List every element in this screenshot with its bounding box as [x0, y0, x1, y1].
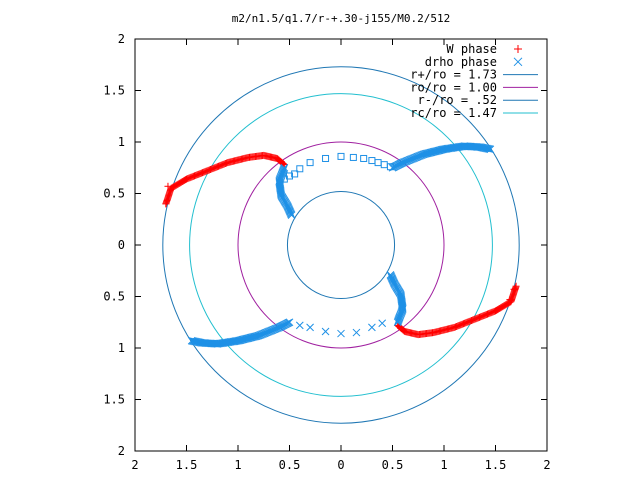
- x-tick-label-2: 1: [234, 458, 241, 472]
- circle-3: [189, 93, 493, 397]
- series-0-point-0: [162, 200, 170, 208]
- reference-circles: [162, 66, 520, 424]
- series-1-point-1: [321, 327, 330, 336]
- series-1-square-6: [337, 152, 345, 160]
- y-tick-label-7: 1.5: [103, 84, 125, 98]
- x-tick-label-1: 1.5: [176, 458, 198, 472]
- y-tick-label-4: 0: [118, 238, 125, 252]
- legend-swatch-1: [513, 57, 523, 67]
- legend-label-1: drho phase: [425, 55, 497, 69]
- legend-label-2: r+/ro = 1.73: [410, 68, 497, 82]
- series-1-square-11: [380, 161, 388, 169]
- y-tick-label-0: 2: [118, 444, 125, 458]
- y-tick-label-5: 0.5: [103, 187, 125, 201]
- x-tick-label-7: 1.5: [485, 458, 507, 472]
- series-1-square-2: [291, 170, 299, 178]
- series-1-point-4: [368, 323, 376, 332]
- x-tick-label-3: 0.5: [279, 458, 301, 472]
- y-tick-label-2: 1: [118, 341, 125, 355]
- legend-label-4: r-/ro = .52: [418, 93, 497, 107]
- x-tick-label-6: 1: [440, 458, 447, 472]
- series-1-point-0: [306, 323, 314, 332]
- series-1-square-4: [306, 159, 314, 167]
- series-0-point-2: [510, 285, 518, 293]
- series-1-arm-3-point-83: [190, 337, 198, 346]
- series-1-square-7: [349, 153, 357, 161]
- series-1-square-10: [374, 159, 382, 167]
- x-tick-label-8: 2: [543, 458, 550, 472]
- y-tick-label-1: 1.5: [103, 393, 125, 407]
- series-1-square-8: [360, 154, 368, 162]
- series-1-square-5: [322, 154, 330, 162]
- series-1-arm-2-point-83: [484, 144, 492, 153]
- y-tick-label-6: 1: [118, 135, 125, 149]
- circle-2: [286, 190, 396, 300]
- series-1-point-2: [337, 329, 345, 338]
- circle-0: [162, 66, 520, 424]
- x-tick-label-4: 0: [337, 458, 344, 472]
- series-0-arm-1-point-116: [394, 321, 402, 329]
- series-1-arm-3-point-85: [187, 336, 196, 345]
- series-1-point-6: [295, 321, 304, 330]
- series-1-square-3: [296, 165, 304, 173]
- x-tick-label-0: 2: [131, 458, 138, 472]
- series-1-arm-1-point-43: [386, 271, 395, 279]
- series-0-arm-0-point-116: [280, 161, 288, 169]
- legend-swatch-0: [514, 45, 522, 53]
- plot-frame: [134, 38, 548, 452]
- data-markers: [162, 142, 520, 348]
- series-1-arm-2-point-84: [485, 145, 494, 153]
- series-1-point-5: [378, 319, 387, 328]
- series-1-arm-2-point-85: [486, 145, 495, 154]
- x-tick-label-5: 0.5: [382, 458, 404, 472]
- series-0-point-3: [506, 296, 514, 304]
- series-1-arm-3-point-84: [188, 337, 197, 345]
- series-1-square-9: [368, 157, 376, 165]
- legend-label-3: ro/ro = 1.00: [410, 80, 497, 94]
- series-1-square-12: [386, 163, 394, 171]
- legend-label-5: rc/ro = 1.47: [410, 106, 497, 120]
- series-0-point-1: [164, 182, 172, 190]
- chart-title: m2/n1.5/q1.7/r-+.30-j155/M0.2/512: [232, 12, 451, 25]
- y-tick-label-8: 2: [118, 32, 125, 46]
- legend-label-0: W phase: [446, 42, 497, 56]
- y-tick-label-3: 0.5: [103, 290, 125, 304]
- series-1-point-3: [352, 328, 361, 337]
- circle-1: [237, 141, 445, 349]
- series-1-square-1: [286, 172, 293, 180]
- series-1-arm-0-point-43: [287, 211, 296, 219]
- axis-ticks: 2 1.5 1 0.5 0 0.5 1 1.5 221.510.500.511.52: [103, 32, 550, 472]
